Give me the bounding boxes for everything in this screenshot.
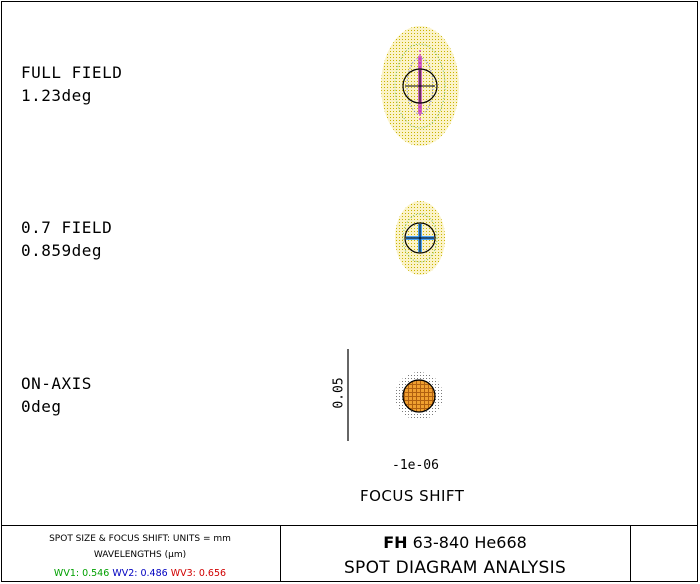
07-field-angle: 0.859deg	[21, 241, 103, 260]
spot-on-axis	[395, 372, 443, 420]
full-field-angle: 1.23deg	[21, 86, 92, 105]
spot-full-field	[381, 26, 459, 146]
title-prefix: FH	[383, 533, 408, 552]
wavelength-list: WV1: 0.546 WV2: 0.486 WV3: 0.656	[0, 568, 280, 579]
lens-title: FH 63-840 He668	[280, 533, 630, 552]
07-field-name: 0.7 FIELD	[21, 218, 113, 237]
spot-07-field	[395, 201, 445, 275]
wavelength-2: WV2: 0.486	[112, 568, 168, 579]
wavelength-1: WV1: 0.546	[53, 568, 110, 579]
full-field-name: FULL FIELD	[21, 63, 123, 82]
info-panel	[1, 525, 698, 582]
lens-name: 63-840 He668	[412, 533, 527, 552]
spot-plot	[347, 26, 459, 441]
analysis-title: SPOT DIAGRAM ANALYSIS	[343, 558, 567, 578]
on-axis-angle: 0deg	[21, 397, 62, 416]
focus-shift-label: FOCUS SHIFT	[360, 487, 465, 505]
on-axis-name: ON-AXIS	[21, 374, 92, 393]
wavelengths-heading: WAVELENGTHS (µm)	[93, 550, 187, 560]
panel-divider-left	[280, 525, 281, 582]
wavelength-3: WV3: 0.656	[170, 568, 227, 579]
scale-bar-label: 0.05	[331, 377, 347, 409]
panel-divider-right	[630, 525, 631, 582]
focus-shift-value: -1e-06	[392, 458, 439, 473]
units-note: SPOT SIZE & FOCUS SHIFT: UNITS = mm	[49, 534, 231, 544]
